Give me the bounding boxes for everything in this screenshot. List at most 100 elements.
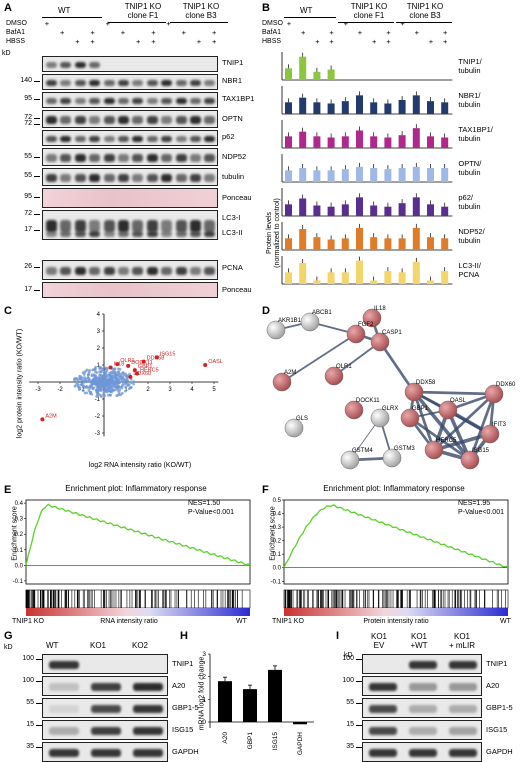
c-point: [115, 377, 119, 381]
b-bar: [299, 263, 307, 284]
blot-strip: [42, 210, 218, 240]
blot-band: [161, 174, 173, 182]
c-point: [95, 371, 99, 375]
row-label: Ponceau: [222, 285, 252, 294]
d-node: [400, 408, 420, 428]
c-highlight-point: [132, 368, 137, 373]
kd-tick: [34, 214, 40, 215]
c-point: [103, 381, 107, 385]
panel-d-label: D: [262, 305, 270, 317]
d-node-label: OLR1: [336, 364, 352, 370]
panel-e-label: E: [4, 484, 12, 496]
blot-band: [132, 220, 144, 232]
kd-marker: 95: [24, 193, 32, 200]
g-lane-ko1: KO1: [90, 641, 107, 650]
c-ytick: -1: [95, 397, 101, 403]
blot-band: [49, 683, 79, 691]
blot-band: [369, 683, 397, 691]
h-category-label: ISG15: [272, 732, 279, 751]
c-point: [114, 374, 118, 378]
d-node-label: ABCB1: [312, 310, 332, 316]
condition-mark: +: [151, 28, 156, 37]
row-label: A20: [172, 681, 186, 690]
d-node: [266, 320, 286, 340]
d-edge: [433, 432, 491, 452]
blot-band: [132, 231, 144, 237]
b-bar: [441, 102, 449, 114]
blot-band: [204, 97, 216, 105]
kd-marker: 72: [24, 210, 32, 217]
kd-marker: 15: [26, 721, 34, 728]
d-node: [272, 372, 292, 392]
c-ylabel: log2 protein intensity ratio (KO/WT): [16, 328, 24, 439]
d-node-label: IFIT3: [492, 422, 507, 428]
blot-band: [146, 267, 158, 275]
c-point: [117, 377, 121, 381]
b-bar: [285, 204, 292, 216]
c-xtick: 2: [146, 387, 150, 393]
blot-band: [133, 705, 163, 713]
condition-mark: +: [196, 37, 202, 46]
c-point: [76, 379, 80, 383]
e-right: WT: [236, 618, 247, 625]
blot-band: [60, 231, 72, 237]
blot-band: [89, 79, 101, 87]
d-node: [362, 308, 382, 328]
blot-band: [74, 79, 86, 87]
gsea-curve: [25, 503, 251, 566]
b-bar: [285, 68, 292, 80]
row-label: NDP52: [222, 152, 247, 161]
c-point: [76, 381, 80, 385]
row-label: TNIP1: [486, 659, 508, 668]
blot-band: [60, 220, 72, 232]
c-point: [100, 381, 104, 385]
condition-mark: +: [166, 19, 171, 28]
c-point: [121, 381, 125, 385]
blot-band: [204, 116, 216, 124]
blot-band: [103, 231, 115, 237]
c-xlabel: log2 RNA intensity ratio (KO/WT): [88, 462, 192, 469]
c-point: [95, 390, 99, 394]
blot-band: [91, 705, 121, 713]
blot-band: [103, 174, 115, 182]
condition-mark: +: [211, 37, 217, 46]
kd-tick: [34, 290, 40, 291]
condition-mark: +: [300, 28, 306, 37]
c-xtick: 3: [168, 387, 172, 393]
condition-mark: +: [75, 37, 80, 46]
blot-band: [46, 135, 57, 143]
c-point: [105, 367, 108, 371]
d-node: [382, 448, 402, 468]
c-xtick: 4: [190, 387, 194, 393]
blot-band: [60, 174, 72, 182]
blot-band: [146, 97, 158, 105]
c-highlight-label: DDX58: [147, 356, 165, 362]
blot-band: [46, 231, 57, 237]
d-node-label: GLS: [296, 416, 308, 422]
blot-band: [204, 135, 216, 143]
blot-band: [103, 267, 115, 275]
b-bar: [412, 261, 420, 284]
c-point: [90, 374, 94, 378]
blot-strip: [42, 282, 218, 298]
c-point: [88, 390, 92, 394]
d-edge: [378, 341, 416, 393]
blot-band: [175, 267, 187, 275]
blot-band: [133, 727, 163, 735]
kd-marker: 55: [24, 172, 32, 179]
b-bar: [370, 168, 378, 182]
d-node-label: DOCK11: [356, 398, 380, 404]
blot-band: [74, 135, 86, 143]
panel-d-network: AKR1B1 ABCB1 IL18 FGF2 CASP1 A2M OLR1 DDX58 DDX6…: [266, 306, 516, 470]
blot-band: [49, 749, 79, 757]
blot-band: [89, 61, 101, 69]
blot-band: [449, 683, 477, 691]
condition-mark: +: [343, 19, 348, 28]
blot-strip: [362, 676, 482, 696]
c-highlight-point: [115, 362, 120, 367]
c-point: [108, 377, 112, 381]
blot-band: [161, 97, 173, 105]
blot-band: [409, 705, 437, 713]
blot-band: [146, 116, 158, 124]
blot-band: [204, 174, 216, 182]
